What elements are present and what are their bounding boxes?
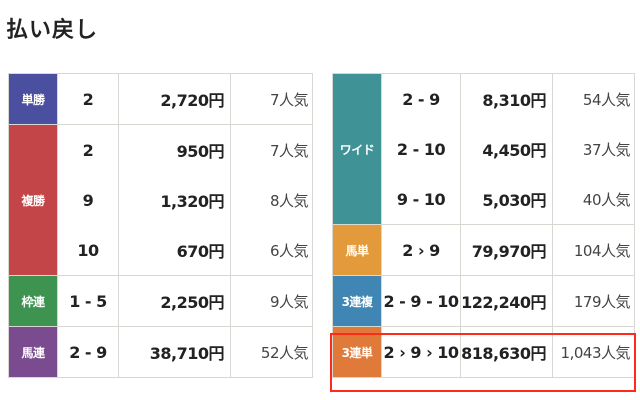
payout-row: 9 1,320円 8人気 (9, 175, 313, 225)
popularity-cell: 6人気 (230, 225, 313, 276)
combination-cell: 1 - 5 (57, 275, 119, 327)
payout-cell: 670円 (118, 225, 231, 276)
bet-type-label: 枠連 (8, 275, 58, 327)
payout-row: 9 - 10 5,030円 40人気 (333, 174, 635, 225)
bet-type-label: 単勝 (8, 73, 58, 125)
popularity-cell: 8人気 (230, 175, 313, 225)
payout-row: 馬単 2 › 9 79,970円 104人気 (332, 224, 635, 276)
payout-cell: 79,970円 (460, 224, 553, 276)
popularity-cell: 54人気 (552, 73, 635, 124)
payout-row: 2 - 10 4,450円 37人気 (333, 124, 635, 174)
combination-cell: 2 (57, 73, 119, 125)
combination-cell: 2 - 9 - 10 (381, 275, 461, 327)
payout-row: 馬連 2 - 9 38,710円 52人気 (8, 326, 313, 378)
popularity-cell: 104人気 (552, 224, 635, 276)
payout-cell: 38,710円 (118, 326, 231, 378)
popularity-cell: 7人気 (230, 124, 313, 175)
payout-cell: 8,310円 (460, 73, 553, 124)
combination-cell: 2 - 9 (381, 73, 461, 124)
bet-type-label: 複勝 (8, 124, 58, 276)
popularity-cell: 40人気 (552, 174, 635, 225)
bet-type-label: 3連複 (332, 275, 382, 327)
payout-row: 複勝 2 950円 7人気 (8, 124, 313, 276)
bet-type-label: 3連単 (332, 326, 382, 378)
popularity-cell: 1,043人気 (552, 326, 635, 378)
bet-type-label: 馬連 (8, 326, 58, 378)
combination-cell: 9 - 10 (381, 174, 461, 225)
combination-cell: 2 › 9 › 10 (381, 326, 461, 378)
payout-cell: 2,250円 (118, 275, 231, 327)
combination-cell: 2 - 9 (57, 326, 119, 378)
combination-cell: 2 › 9 (381, 224, 461, 276)
popularity-cell: 9人気 (230, 275, 313, 327)
payout-row: 枠連 1 - 5 2,250円 9人気 (8, 275, 313, 327)
payout-row: 3連単 2 › 9 › 10 818,630円 1,043人気 (332, 326, 635, 378)
popularity-cell: 7人気 (230, 73, 313, 125)
popularity-cell: 179人気 (552, 275, 635, 327)
payout-row: ワイド 2 - 9 8,310円 54人気 (332, 73, 635, 225)
popularity-cell: 52人気 (230, 326, 313, 378)
payout-cell: 2,720円 (118, 73, 231, 125)
combination-cell: 10 (57, 225, 119, 276)
payout-row: 3連複 2 - 9 - 10 122,240円 179人気 (332, 275, 635, 327)
page-title: 払い戻し (6, 18, 99, 43)
bet-type-label: ワイド (332, 73, 382, 225)
payout-cell: 4,450円 (460, 124, 553, 174)
combination-cell: 2 (57, 124, 119, 175)
payout-cell: 818,630円 (460, 326, 553, 378)
payout-cell: 122,240円 (460, 275, 553, 327)
payout-table-right: ワイド 2 - 9 8,310円 54人気 2 - 10 4,450円 37人気 9 - 10… (332, 73, 635, 378)
payout-cell: 1,320円 (118, 175, 231, 225)
payout-table-left: 単勝 2 2,720円 7人気 複勝 2 950円 7人気 9 1,320円 8人気 10 670円 6人… (8, 73, 313, 378)
payout-cell: 5,030円 (460, 174, 553, 225)
popularity-cell: 37人気 (552, 124, 635, 174)
payout-cell: 950円 (118, 124, 231, 175)
payout-row: 10 670円 6人気 (9, 225, 313, 276)
bet-type-label: 馬単 (332, 224, 382, 276)
payout-row: 単勝 2 2,720円 7人気 (8, 73, 313, 125)
combination-cell: 9 (57, 175, 119, 225)
combination-cell: 2 - 10 (381, 124, 461, 174)
